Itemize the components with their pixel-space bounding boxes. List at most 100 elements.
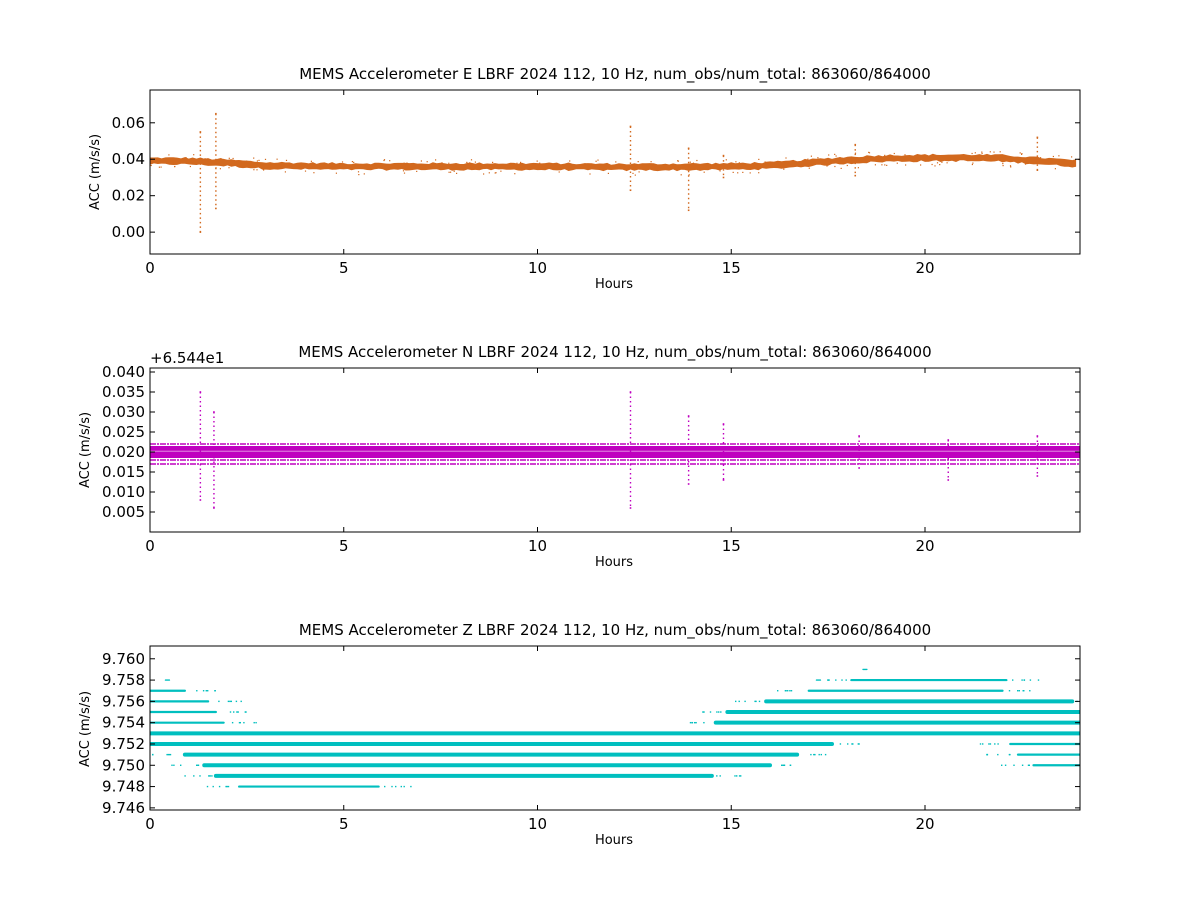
dotted-tail <box>781 764 783 766</box>
data-point <box>834 165 836 168</box>
data-point <box>607 172 609 174</box>
y-tick-label: 9.752 <box>102 735 145 753</box>
x-tick-label: 15 <box>722 259 741 277</box>
data-point <box>839 157 841 159</box>
data-point <box>474 161 476 163</box>
dotted-tail <box>709 711 712 713</box>
data-point <box>783 168 785 170</box>
data-point <box>972 162 974 164</box>
data-point <box>835 155 837 157</box>
dotted-tail <box>225 785 227 788</box>
dotted-tail <box>235 700 238 703</box>
data-point <box>448 162 450 164</box>
data-point <box>313 172 315 174</box>
data-point <box>941 161 943 163</box>
data-point <box>193 154 195 156</box>
y-tick-label: 0.030 <box>102 403 145 421</box>
data-point <box>246 160 248 162</box>
data-point <box>228 157 230 159</box>
dotted-tail <box>1017 690 1019 692</box>
dotted-tail <box>233 711 235 713</box>
dotted-tail <box>1008 690 1011 692</box>
spike-point <box>199 131 202 133</box>
data-point <box>1019 152 1021 154</box>
spike-point <box>215 112 217 115</box>
data-point <box>310 160 312 162</box>
data-point <box>494 172 496 174</box>
data-point <box>817 157 819 159</box>
data-point <box>514 173 516 175</box>
dotted-tail <box>1013 764 1015 766</box>
dotted-tail <box>744 700 746 703</box>
dotted-tail <box>1021 679 1023 681</box>
x-tick-label: 5 <box>339 815 349 833</box>
data-point <box>632 172 634 174</box>
data-point <box>1058 155 1060 157</box>
y-tick-label: 9.760 <box>102 650 145 668</box>
x-tick-label: 10 <box>528 815 547 833</box>
dotted-tail <box>218 785 221 788</box>
dotted-tail <box>193 775 195 777</box>
y-tick-label: 0.04 <box>112 150 145 168</box>
spike-point <box>854 174 857 177</box>
dotted-tail <box>835 679 837 681</box>
data-point <box>638 171 640 173</box>
spike-point <box>629 507 632 509</box>
data-point <box>597 159 599 161</box>
data-point <box>253 169 255 171</box>
data-point <box>519 162 522 164</box>
data-point <box>495 172 497 174</box>
data-point <box>1021 153 1023 155</box>
dotted-tail <box>1018 690 1020 692</box>
data-point <box>689 161 691 163</box>
spike-point <box>1036 475 1039 477</box>
dotted-tail <box>238 721 241 724</box>
dotted-tail <box>1012 679 1014 681</box>
y-tick-label: 0.00 <box>112 223 145 241</box>
dotted-tail <box>994 743 996 745</box>
data-point <box>974 152 976 154</box>
data-point <box>971 152 973 155</box>
data-point <box>284 171 286 173</box>
spike-point <box>629 125 632 128</box>
dotted-tail <box>858 743 860 745</box>
dotted-tail <box>785 690 787 692</box>
dotted-tail <box>218 700 220 703</box>
dotted-tail <box>982 743 984 745</box>
data-point <box>500 170 502 172</box>
dotted-tail <box>240 700 242 703</box>
dotted-tail <box>997 743 999 745</box>
data-point <box>732 171 734 173</box>
dotted-tail <box>777 690 779 692</box>
chart-title-east: MEMS Accelerometer E LBRF 2024 112, 10 H… <box>299 65 931 84</box>
spike-point <box>199 231 202 233</box>
dotted-tail <box>167 753 169 756</box>
dotted-tail <box>716 711 718 713</box>
data-point <box>1024 163 1027 165</box>
dotted-tail <box>988 743 990 745</box>
data-point <box>868 151 870 153</box>
dotted-tail <box>410 785 412 788</box>
data-point <box>1021 153 1023 155</box>
data-point <box>993 151 995 153</box>
data-point <box>304 170 307 172</box>
dotted-tail <box>152 753 154 756</box>
y-tick-label: 9.754 <box>102 714 145 732</box>
dotted-tail <box>184 775 186 777</box>
x-tick-label: 15 <box>722 815 741 833</box>
dotted-tail <box>403 785 405 788</box>
spike-point <box>722 176 725 179</box>
data-point <box>516 162 518 164</box>
dotted-tail <box>196 764 198 766</box>
data-point <box>758 158 760 160</box>
dotted-tail <box>787 690 789 692</box>
data-point <box>426 161 428 163</box>
data-point <box>389 160 391 162</box>
data-point <box>807 158 809 160</box>
dotted-tail <box>1004 764 1007 766</box>
dotted-tail <box>236 711 238 713</box>
dotted-tail <box>209 775 211 777</box>
dotted-tail <box>820 753 822 756</box>
spike-point <box>854 143 857 146</box>
data-point <box>1010 166 1012 168</box>
